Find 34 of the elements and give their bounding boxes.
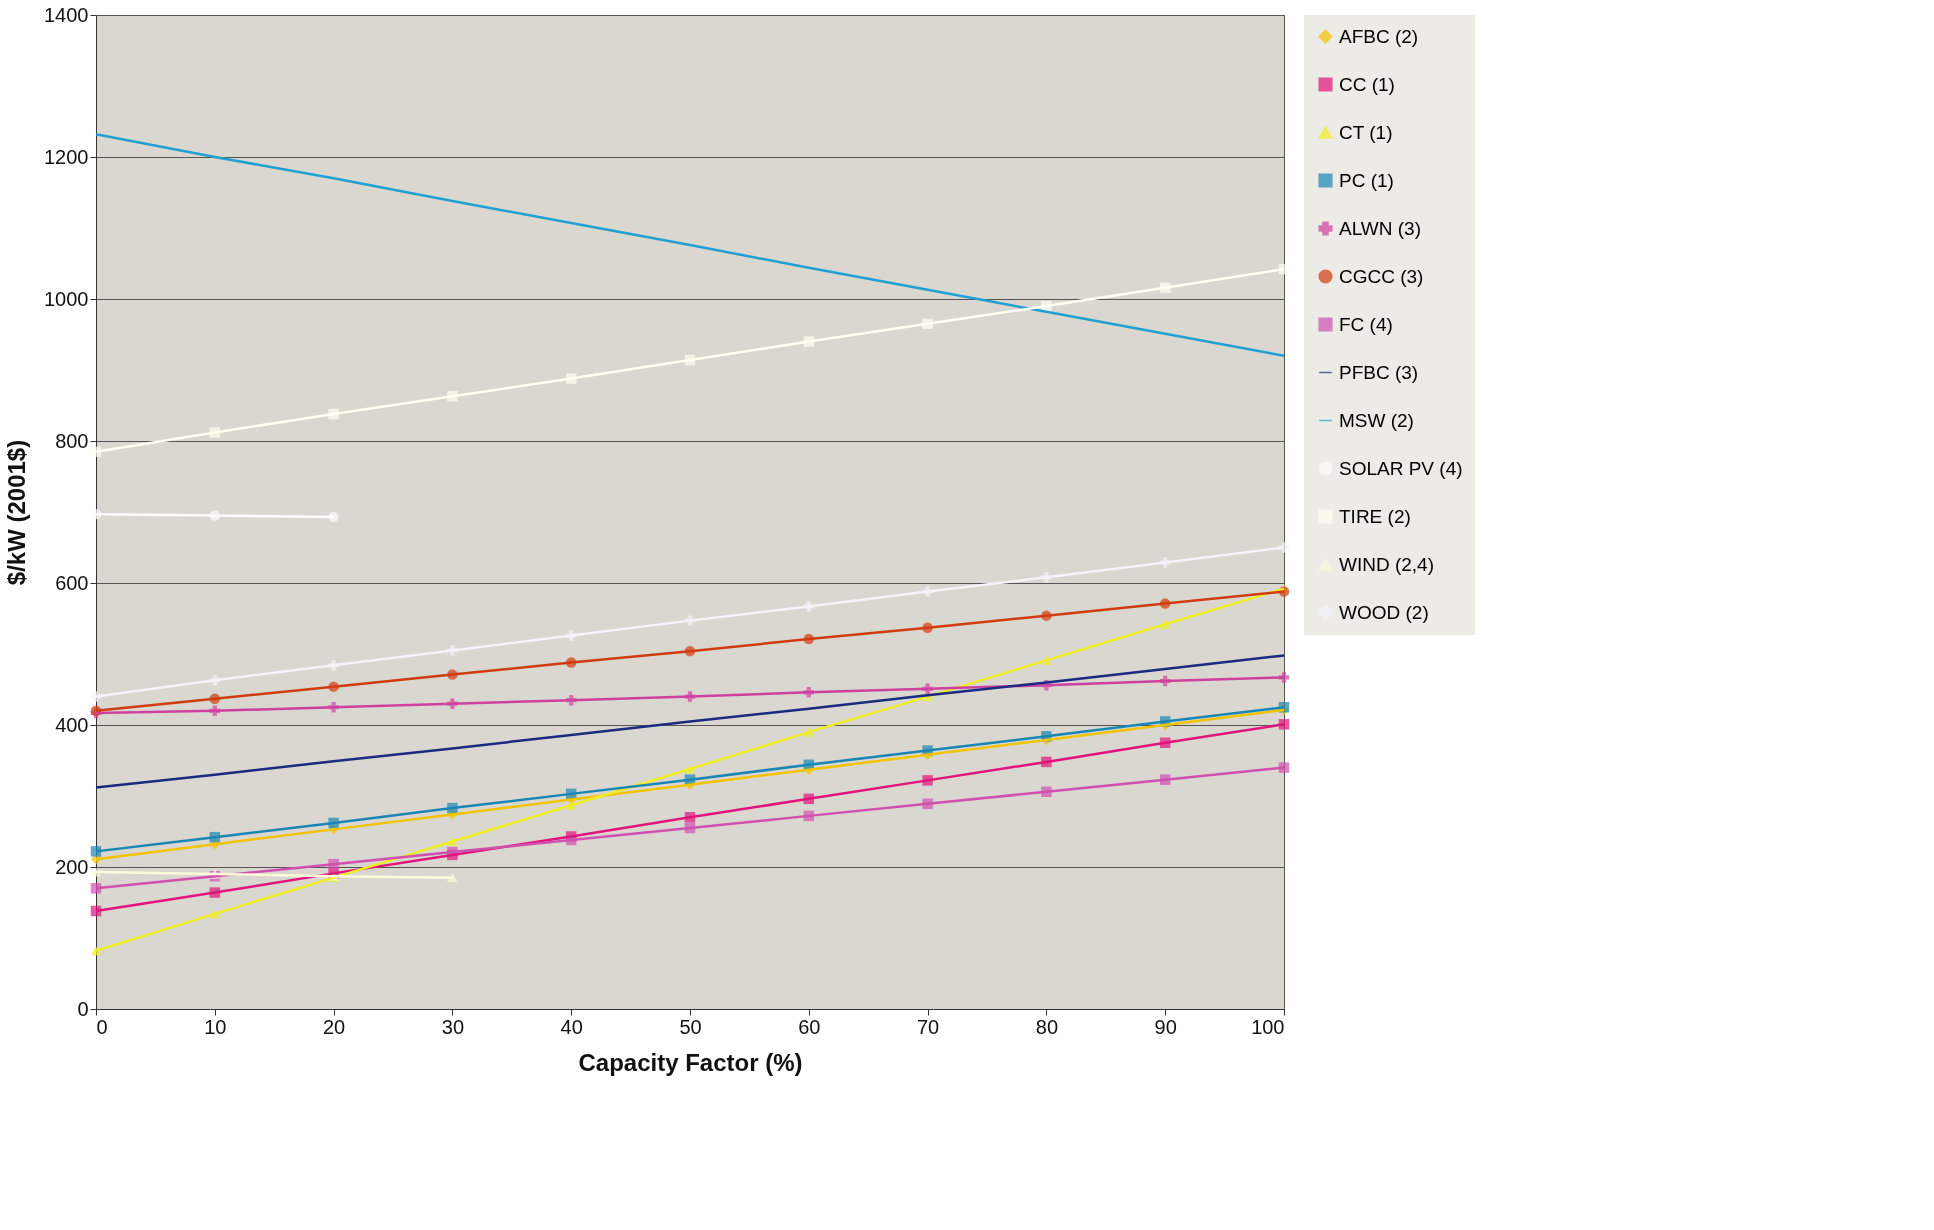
x-tick-label: 0: [96, 1015, 108, 1038]
y-tick-label: 400: [55, 713, 89, 736]
y-tick-label: 0: [77, 997, 89, 1020]
y-tick-label: 800: [55, 429, 89, 452]
legend-label: WOOD (2): [1339, 601, 1429, 623]
y-tick-label: 1200: [44, 145, 89, 168]
legend-label: WIND (2,4): [1339, 553, 1434, 575]
y-tick-label: 200: [55, 855, 89, 878]
x-tick-label: 60: [798, 1015, 821, 1038]
legend-label: PFBC (3): [1339, 361, 1419, 383]
legend-label: MSW (2): [1339, 409, 1414, 431]
x-tick-label: 70: [916, 1015, 940, 1038]
legend-label: CC (1): [1339, 73, 1395, 95]
x-tick-label: 40: [560, 1015, 583, 1038]
legend-label: ALWN (3): [1339, 217, 1421, 239]
legend-label: CGCC (3): [1339, 265, 1424, 287]
x-axis-title: Capacity Factor (%): [578, 1048, 803, 1076]
y-tick-label: 1000: [44, 287, 89, 310]
legend-label: FC (4): [1339, 313, 1393, 335]
legend-label: PC (1): [1339, 169, 1394, 191]
legend-label: TIRE (2): [1339, 505, 1411, 527]
legend-label: SOLAR PV (4): [1339, 457, 1463, 479]
legend-label: CT (1): [1339, 121, 1393, 143]
x-tick-label: 50: [679, 1015, 702, 1038]
legend-label: AFBC (2): [1339, 25, 1419, 47]
y-axis-title: $/kW (2001$): [3, 439, 31, 586]
x-tick-label: 90: [1154, 1015, 1177, 1038]
x-tick-label: 30: [441, 1015, 465, 1038]
x-tick-label: 100: [1251, 1015, 1285, 1038]
y-tick-label: 1400: [44, 3, 89, 26]
x-tick-label: 10: [204, 1015, 227, 1038]
x-tick-label: 80: [1035, 1015, 1059, 1038]
y-tick-label: 600: [55, 571, 89, 594]
x-tick-label: 20: [322, 1015, 346, 1038]
